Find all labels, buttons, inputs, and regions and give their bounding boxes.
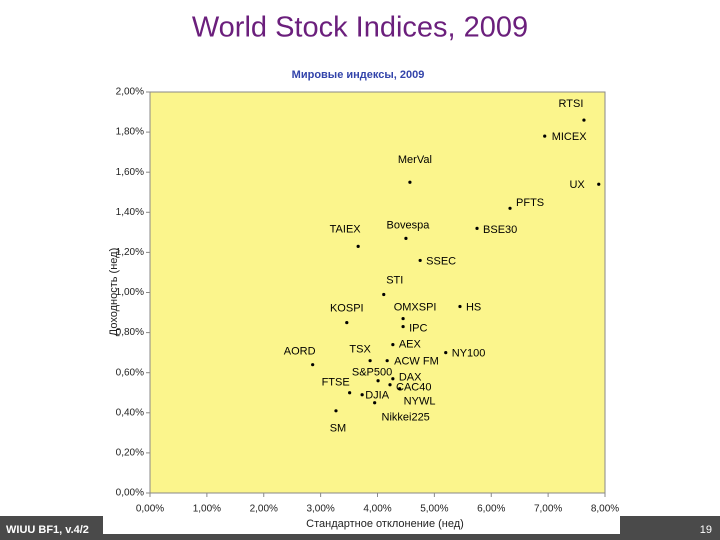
point-label: TAIEX bbox=[330, 223, 362, 235]
point bbox=[444, 351, 448, 355]
x-axis-label: Стандартное отклонение (нед) bbox=[306, 518, 464, 530]
point-label: SSEC bbox=[426, 255, 456, 267]
y-tick-label: 0,00% bbox=[116, 488, 144, 499]
point bbox=[391, 377, 395, 381]
y-tick-label: 0,80% bbox=[116, 327, 144, 338]
point bbox=[418, 258, 422, 263]
point bbox=[404, 236, 408, 240]
point bbox=[408, 180, 412, 184]
x-tick-label: 6,00% bbox=[477, 504, 505, 515]
point-label: Nikkei225 bbox=[382, 412, 430, 424]
point-label: NYWL bbox=[404, 396, 436, 408]
x-tick-label: 2,00% bbox=[250, 504, 278, 515]
point bbox=[356, 244, 360, 248]
y-tick-label: 2,00% bbox=[116, 87, 144, 98]
y-axis-label: Доходность (нед) bbox=[108, 248, 120, 336]
x-tick-label: 1,00% bbox=[193, 504, 221, 515]
point bbox=[582, 118, 586, 122]
point bbox=[401, 324, 405, 329]
point-label: AEX bbox=[399, 339, 422, 351]
x-tick-label: 8,00% bbox=[591, 504, 619, 515]
point-label: PFTS bbox=[516, 197, 544, 209]
footer-left: WIUU BF1, v.4/2 bbox=[6, 524, 89, 536]
point-label: OMXSPI bbox=[394, 301, 437, 313]
point bbox=[311, 363, 315, 367]
point bbox=[373, 401, 377, 405]
point bbox=[475, 226, 479, 230]
y-tick-label: 0,20% bbox=[116, 448, 144, 459]
y-tick-label: 0,40% bbox=[116, 407, 144, 418]
point-label: STI bbox=[386, 274, 403, 286]
x-tick-label: 4,00% bbox=[363, 504, 391, 515]
point-label: SM bbox=[330, 423, 347, 435]
point bbox=[458, 304, 462, 309]
point bbox=[376, 379, 380, 383]
y-tick-label: 1,40% bbox=[116, 207, 144, 218]
point bbox=[391, 343, 395, 347]
page-number: 19 bbox=[700, 524, 712, 536]
plot-area bbox=[149, 91, 606, 494]
point-label: Bovespa bbox=[387, 219, 431, 231]
point-label: AORD bbox=[284, 346, 316, 358]
point-label: FTSE bbox=[322, 377, 350, 389]
point-label: NY100 bbox=[452, 348, 486, 360]
point bbox=[401, 316, 405, 321]
point bbox=[385, 359, 389, 363]
point bbox=[543, 134, 547, 138]
x-tick-label: 5,00% bbox=[420, 504, 448, 515]
y-tick-label: 1,60% bbox=[116, 167, 144, 178]
point bbox=[382, 292, 386, 297]
y-tick-label: 0,60% bbox=[116, 367, 144, 378]
point-label: S&P500 bbox=[352, 367, 392, 379]
point-label: UX bbox=[569, 179, 585, 191]
point-label: MICEX bbox=[552, 131, 588, 143]
x-tick-label: 7,00% bbox=[534, 504, 562, 515]
point bbox=[388, 383, 392, 387]
point bbox=[345, 320, 349, 325]
point-label: DJIA bbox=[365, 390, 390, 402]
y-tick-label: 1,00% bbox=[116, 287, 144, 298]
point-label: CAC40 bbox=[396, 382, 431, 394]
slide-title: World Stock Indices, 2009 bbox=[192, 12, 528, 44]
point-label: ACW FM bbox=[394, 356, 439, 368]
point bbox=[398, 387, 402, 391]
point bbox=[334, 409, 338, 413]
point-label: TSX bbox=[349, 344, 371, 356]
point-label: HS bbox=[466, 301, 481, 313]
y-tick-label: 1,20% bbox=[116, 247, 144, 258]
chart-title: Мировые индексы, 2009 bbox=[292, 69, 425, 81]
point-label: KOSPI bbox=[330, 302, 364, 314]
point bbox=[368, 359, 372, 363]
point bbox=[508, 206, 512, 210]
point bbox=[348, 391, 352, 395]
x-tick-label: 3,00% bbox=[306, 504, 334, 515]
point-label: DAX bbox=[399, 372, 422, 384]
point-label: RTSI bbox=[559, 98, 584, 110]
y-tick-label: 1,80% bbox=[116, 127, 144, 138]
point-label: MerVal bbox=[398, 154, 432, 166]
point bbox=[360, 393, 364, 397]
point-label: BSE30 bbox=[483, 224, 517, 236]
point bbox=[597, 182, 601, 186]
x-tick-label: 0,00% bbox=[136, 504, 164, 515]
point-label: IPC bbox=[409, 322, 427, 334]
